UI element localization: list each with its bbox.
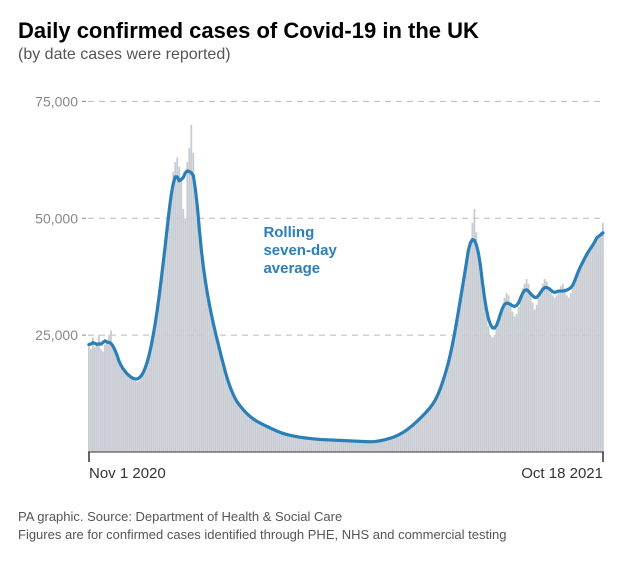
chart-subtitle: (by date cases were reported)	[18, 46, 612, 64]
chart-footer: PA graphic. Source: Department of Health…	[18, 508, 612, 543]
svg-text:Oct 18 2021: Oct 18 2021	[521, 465, 603, 482]
svg-text:50,000: 50,000	[35, 210, 78, 226]
chart-plot-area: 25,000 50,000 75,000 Nov 1 2020 Oct 18 2021 R…	[18, 72, 612, 502]
chart-title: Daily confirmed cases of Covid-19 in the…	[18, 18, 612, 44]
svg-text:average: average	[263, 260, 320, 277]
svg-text:seven-day: seven-day	[263, 242, 337, 259]
footer-line-2: Figures are for confirmed cases identifi…	[18, 526, 612, 544]
chart-container: Daily confirmed cases of Covid-19 in the…	[0, 0, 630, 553]
footer-line-1: PA graphic. Source: Department of Health…	[18, 508, 612, 526]
svg-text:75,000: 75,000	[35, 93, 78, 109]
svg-text:Rolling: Rolling	[263, 224, 314, 241]
svg-text:Nov 1 2020: Nov 1 2020	[89, 465, 166, 482]
svg-text:25,000: 25,000	[35, 327, 78, 343]
chart-svg: 25,000 50,000 75,000 Nov 1 2020 Oct 18 2021 R…	[18, 72, 612, 502]
